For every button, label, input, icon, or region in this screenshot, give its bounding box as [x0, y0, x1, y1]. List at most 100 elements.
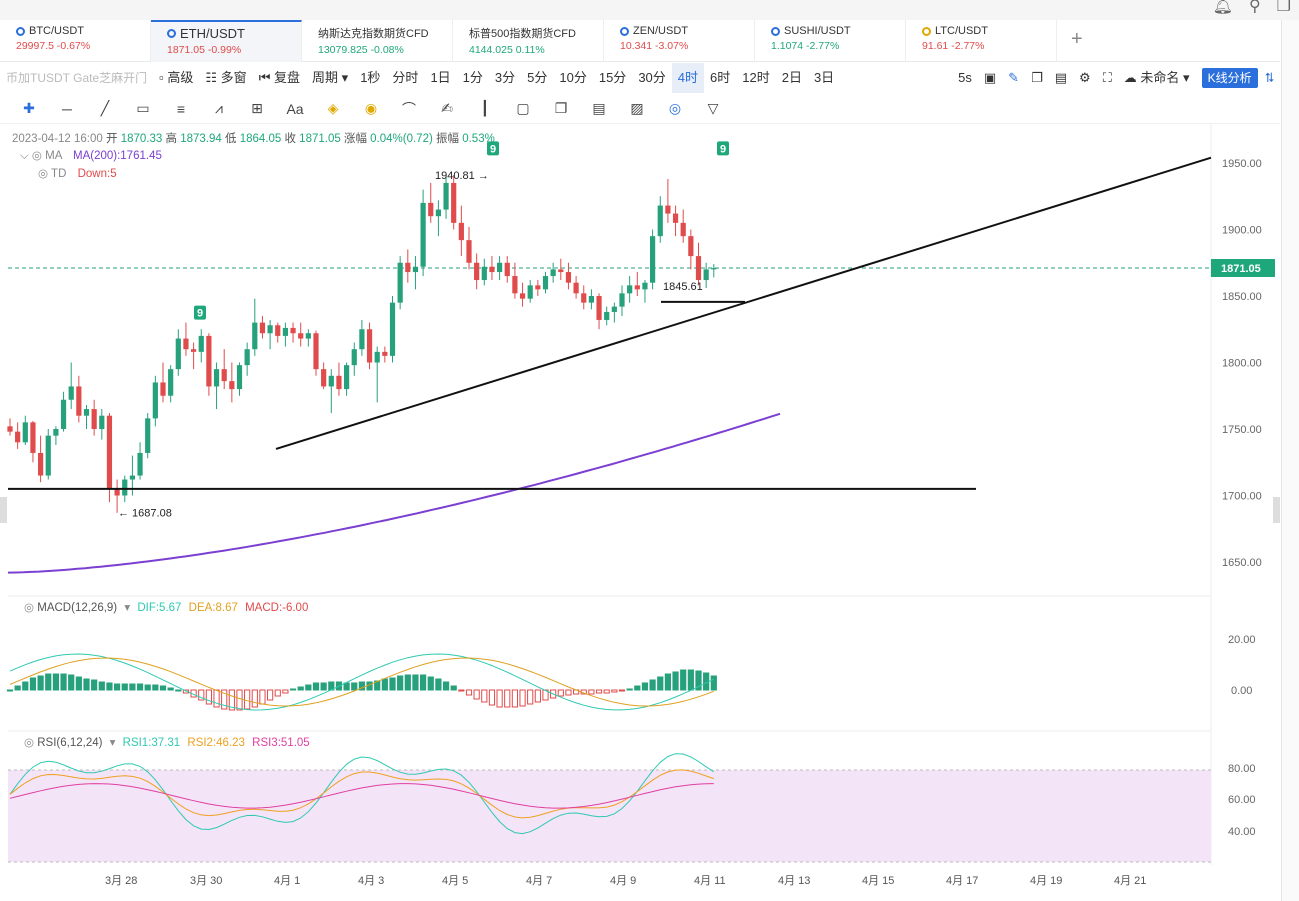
interval-option[interactable]: 4时	[671, 63, 705, 93]
fibonacci-icon[interactable]: ≡	[176, 100, 186, 117]
interval-option[interactable]: 5分	[527, 70, 548, 85]
ticker-tab[interactable]: SUSHI/USDT 1.1074 -2.77%	[755, 20, 906, 62]
brush-icon[interactable]: ✍	[441, 100, 453, 116]
td-badge	[717, 141, 729, 156]
trend-line[interactable]	[275, 156, 1212, 450]
ticker-tab[interactable]: ZEN/USDT 10.341 -3.07%	[604, 20, 755, 62]
macd-histogram-bar	[175, 689, 182, 692]
macd-histogram-bar	[259, 689, 266, 705]
settings-icon[interactable]: ⚙	[1079, 70, 1091, 85]
macd-histogram-bar	[244, 689, 251, 710]
replay-button[interactable]: ⏮ 复盘	[258, 70, 301, 85]
macd-histogram-bar	[374, 680, 381, 691]
multi-window-button[interactable]: ☷ 多窗	[205, 70, 247, 85]
share-icon[interactable]: ⮁	[1263, 70, 1274, 85]
macd-histogram-bar	[343, 682, 350, 691]
visibility-icon[interactable]: ◎	[668, 100, 682, 116]
filter-icon[interactable]: ▽	[707, 100, 719, 116]
advanced-label: 高级	[167, 70, 194, 85]
refresh-rate[interactable]: 5s	[958, 70, 972, 85]
candle-body	[359, 329, 365, 350]
scroll-right-handle[interactable]	[1273, 497, 1280, 523]
camera-icon[interactable]: ▣	[983, 70, 997, 85]
macd-histogram-bar	[588, 689, 595, 695]
macd-histogram-bar	[29, 677, 37, 691]
interval-option[interactable]: 15分	[598, 70, 627, 85]
macd-histogram-bar	[641, 682, 649, 691]
search-icon[interactable]: ⚲	[1248, 0, 1261, 15]
ticker-tab[interactable]: LTC/USDT 91.61 -2.77%	[906, 20, 1057, 62]
ticker-tab[interactable]: 标普500指数期货CFD 4144.025 0.11%	[453, 20, 604, 62]
trash-icon[interactable]: ▨	[630, 100, 644, 116]
expand-icon[interactable]: ⛶	[1102, 70, 1112, 85]
candle-body	[627, 285, 633, 294]
macd-histogram-bar	[144, 684, 151, 691]
ruler-icon[interactable]: ⌒	[402, 100, 416, 117]
interval-option[interactable]: 30分	[638, 70, 666, 85]
advanced-button[interactable]: ▫ 高级	[159, 70, 194, 85]
interval-option[interactable]: 1秒	[360, 70, 381, 85]
layout-name-dropdown[interactable]: ☁ 未命名 ▾	[1123, 70, 1190, 85]
path-icon[interactable]: ◉	[364, 100, 378, 116]
horizontal-line-icon[interactable]: ─	[62, 100, 72, 117]
pattern-icon[interactable]: ⩘	[215, 100, 223, 116]
candle-type-icon[interactable]: ┃	[480, 100, 490, 116]
pencil-icon[interactable]: ✎	[1008, 70, 1020, 85]
template-icon[interactable]: ❐	[1031, 70, 1043, 85]
rectangle-icon[interactable]: ▭	[136, 100, 150, 116]
macd-histogram-bar	[6, 689, 14, 692]
magnet-icon[interactable]: ◈	[327, 100, 339, 116]
interval-option[interactable]: 3分	[494, 70, 516, 85]
interval-option[interactable]: 分时	[392, 70, 419, 85]
ma-chevron-icon[interactable]: ⌵	[20, 150, 29, 162]
period-dropdown[interactable]: 周期 ▾	[306, 63, 354, 93]
chevron-down-icon: ▾	[341, 70, 349, 85]
ticker-tab[interactable]: ETH/USDT 1871.05 -0.99%	[151, 20, 302, 62]
bell-icon[interactable]: 🔔︎	[1212, 0, 1233, 15]
right-sidebar	[1281, 20, 1299, 901]
text-icon[interactable]: Aa	[286, 100, 304, 117]
td-eye-icon[interactable]: ◎	[38, 168, 49, 180]
ticker-name: ETH/USDT	[180, 26, 245, 41]
interval-option[interactable]: 12时	[742, 70, 770, 85]
rsi-chevron-icon[interactable]: ▾	[109, 737, 116, 749]
ticker-tab[interactable]: BTC/USDT 29997.5 -0.67%	[0, 20, 151, 62]
ticker-name: SUSHI/USDT	[784, 25, 851, 37]
ticker-tab[interactable]: 纳斯达克指数期货CFD 13079.825 -0.08%	[302, 20, 453, 62]
candle-body	[252, 322, 258, 350]
interval-option[interactable]: 10分	[559, 70, 587, 85]
copy-icon[interactable]: ❐	[554, 100, 568, 116]
ma-legend: ⌵ ◎ MA MA(200):1761.45	[20, 148, 162, 163]
crosshair-icon[interactable]: ✚	[23, 100, 35, 116]
add-tab-icon[interactable]: +	[1071, 28, 1083, 50]
rsi-eye-icon[interactable]: ◎	[24, 737, 35, 749]
interval-option[interactable]: 2日	[781, 70, 802, 85]
candle-body	[519, 293, 526, 299]
candle-body	[321, 369, 327, 387]
macd-chevron-icon[interactable]: ▾	[124, 602, 131, 614]
interval-option[interactable]: 1日	[430, 70, 451, 85]
interval-option[interactable]: 3日	[813, 70, 835, 85]
macd-histogram-bar	[98, 681, 105, 691]
kline-analysis-button[interactable]: K线分析	[1201, 68, 1258, 88]
macd-histogram-bar	[320, 682, 327, 691]
trend-line-icon[interactable]: ╱	[100, 100, 110, 116]
dif-value: DIF:5.67	[137, 602, 182, 614]
fullscreen-icon[interactable]: ❐	[1276, 0, 1291, 15]
interval-option[interactable]: 1分	[462, 70, 483, 85]
macd-histogram-bar	[427, 676, 434, 691]
candle-body	[588, 296, 594, 303]
macd-eye-icon[interactable]: ◎	[24, 602, 35, 614]
lock-icon[interactable]: ▢	[516, 100, 530, 116]
interval-option[interactable]: 6时	[710, 70, 731, 85]
measure-icon[interactable]: ⊞	[251, 100, 263, 116]
note-icon[interactable]: ▤	[592, 100, 606, 116]
ma-eye-icon[interactable]: ◎	[31, 150, 42, 162]
candle-body	[688, 236, 694, 257]
scroll-left-handle[interactable]	[0, 497, 7, 523]
macd-histogram-bar	[282, 689, 289, 694]
candle-body	[244, 349, 250, 366]
calculator-icon[interactable]: ▤	[1054, 70, 1068, 85]
coin-icon	[16, 26, 25, 36]
